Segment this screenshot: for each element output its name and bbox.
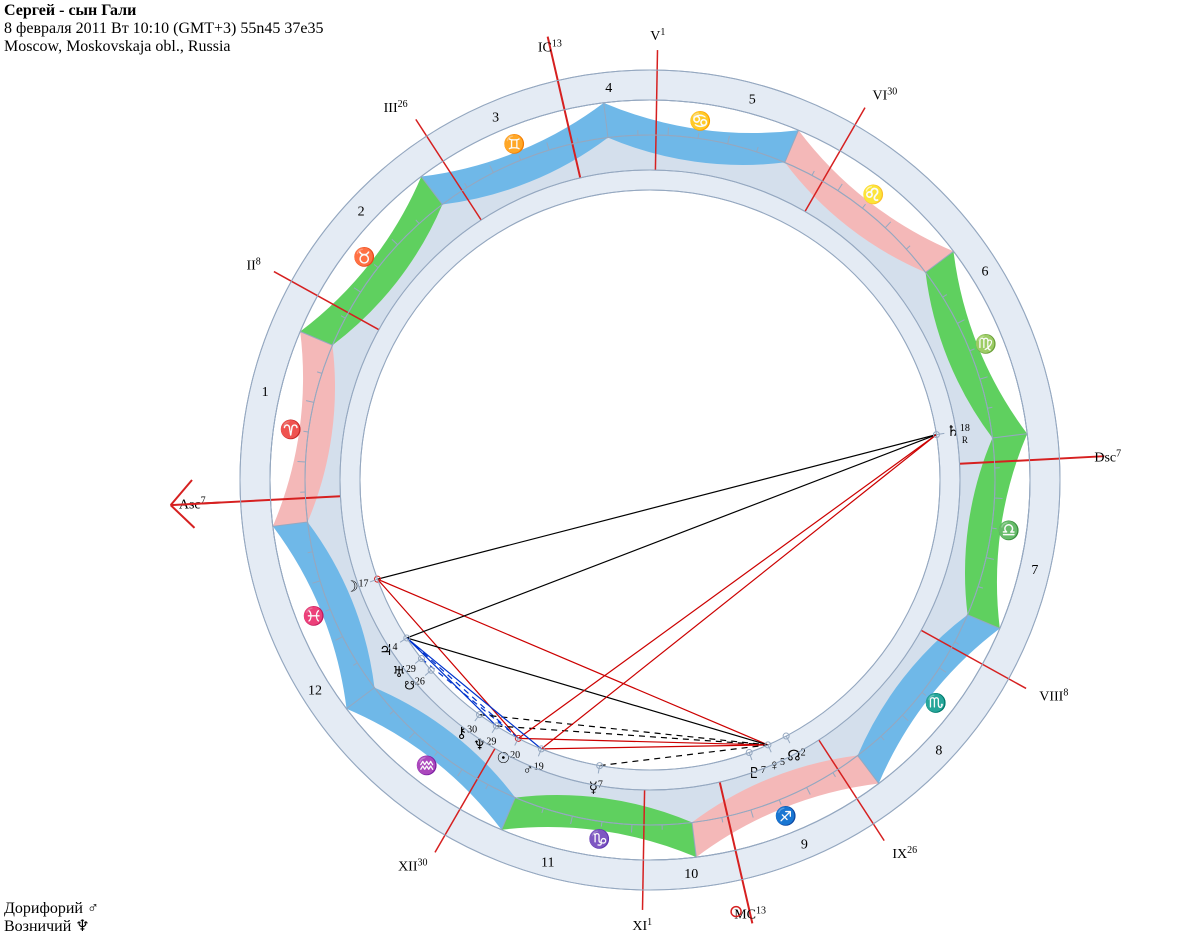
house-number: 8 (935, 743, 942, 758)
zodiac-sign: ♌ (862, 183, 884, 204)
house-number: 3 (492, 110, 499, 125)
house-number: 9 (801, 838, 808, 853)
house-number: 6 (981, 265, 988, 280)
house-number: 4 (605, 81, 612, 96)
house-cusp-label: III26 (384, 99, 408, 116)
zodiac-sign: ♍ (975, 333, 997, 354)
house-cusp-label: V1 (650, 27, 665, 44)
house-cusp-label: IX26 (892, 845, 917, 862)
house-cusp-label: XI1 (632, 917, 652, 934)
house-number: 5 (749, 92, 756, 107)
house-cusp-label: VIII8 (1039, 688, 1068, 705)
house-number: 7 (1031, 563, 1038, 578)
zodiac-sign: ♒ (416, 755, 438, 776)
zodiac-sign: ♓ (303, 605, 325, 626)
house-number: 12 (308, 683, 322, 698)
house-number: 1 (262, 385, 269, 400)
house-cusp-label: XII30 (398, 857, 427, 874)
house-cusp-label: VI30 (873, 87, 898, 104)
house-cusp-label: II8 (246, 256, 260, 273)
house-number: 11 (541, 856, 554, 871)
zodiac-sign: ♑ (588, 828, 610, 849)
zodiac-sign: ♊ (503, 133, 525, 154)
zodiac-sign: ♏ (924, 692, 946, 713)
house-cusp-label: IC13 (538, 38, 562, 55)
zodiac-sign: ♉ (353, 246, 375, 267)
house-number: 2 (358, 205, 365, 220)
zodiac-sign: ♐ (775, 805, 797, 826)
house-cusp-label: Dsc7 (1094, 449, 1121, 466)
house-number: 10 (684, 867, 698, 882)
zodiac-sign: ♈ (280, 419, 302, 440)
zodiac-sign: ♋ (689, 110, 711, 131)
zodiac-sign: ♎ (998, 519, 1020, 540)
natal-chart: ♈♉♊♋♌♍♎♏♐♑♒♓Asc7II8III26IC13V1VI30Dsc7VI… (0, 0, 1196, 940)
